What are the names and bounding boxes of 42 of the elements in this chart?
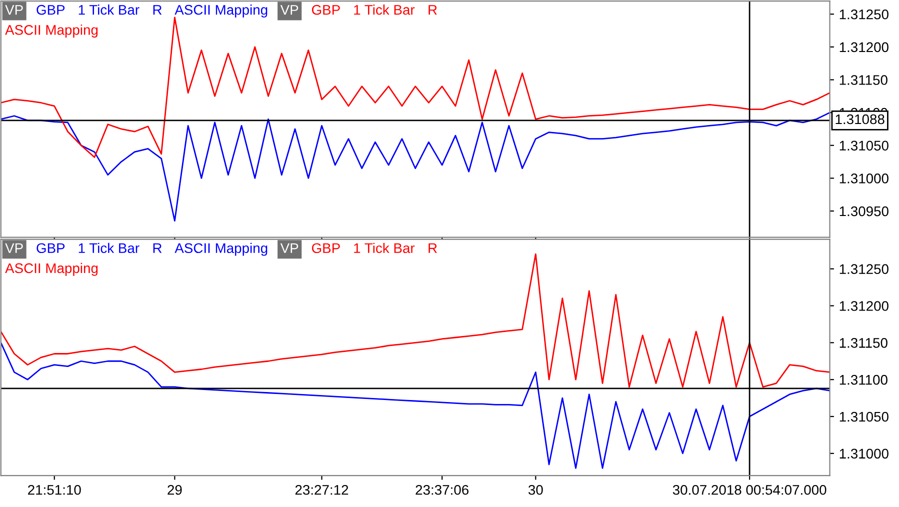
text: GBP bbox=[36, 4, 65, 15]
text: 1 Tick Bar bbox=[354, 4, 415, 15]
line-series bbox=[0, 342, 830, 469]
y-tick-label: 1.30950 bbox=[840, 206, 888, 216]
line-series bbox=[0, 16, 830, 158]
x-tick-label: 23:37:06 bbox=[416, 484, 468, 495]
x-tick-label: 30 bbox=[528, 484, 543, 495]
text: ASCII Mapping bbox=[5, 262, 98, 276]
annotation: 1 Tick Bar bbox=[78, 242, 140, 254]
x-tick-label: 29 bbox=[168, 484, 182, 495]
annotation: R bbox=[153, 5, 162, 15]
x-tick-label: 23:27:12 bbox=[295, 484, 348, 495]
annotation: VP bbox=[5, 243, 23, 253]
annotation: R bbox=[153, 243, 162, 253]
ref-line-label: 1.31088 bbox=[836, 114, 884, 124]
x-tick-label: 21:51:10 bbox=[28, 484, 81, 495]
y-tick-label: 1.31150 bbox=[840, 75, 888, 85]
text: VP bbox=[280, 5, 298, 15]
text: 1 Tick Bar bbox=[354, 242, 415, 254]
annotation: 1 Tick Bar bbox=[78, 4, 140, 15]
y-tick-label: 1.31000 bbox=[840, 174, 888, 184]
y-tick-label: 1.31100 bbox=[840, 374, 888, 385]
annotation: ASCII Mapping bbox=[174, 242, 268, 256]
text: VP bbox=[280, 243, 298, 253]
y-tick-label: 1.31250 bbox=[840, 264, 888, 274]
x-tick-label: 30.07.2018 00:54:07.000 bbox=[672, 484, 826, 495]
line-series bbox=[0, 112, 830, 222]
y-tick-label: 1.31200 bbox=[840, 301, 888, 311]
y-tick-label: 1.31200 bbox=[840, 42, 888, 52]
text: ASCII Mapping bbox=[5, 24, 98, 38]
y-tick-label: 1.31150 bbox=[840, 338, 888, 348]
y-tick-label: 1.31250 bbox=[840, 9, 888, 20]
y-tick-label: 1.31050 bbox=[840, 412, 888, 422]
text: GBP bbox=[36, 243, 65, 254]
text: R bbox=[428, 243, 437, 253]
y-tick-label: 1.31050 bbox=[840, 140, 888, 151]
text: R bbox=[428, 5, 437, 15]
annotation: VP bbox=[5, 5, 23, 15]
text: GBP bbox=[312, 4, 340, 15]
y-tick-label: 1.31000 bbox=[840, 448, 888, 459]
annotation: ASCII Mapping bbox=[174, 4, 268, 18]
text: GBP bbox=[312, 243, 340, 254]
